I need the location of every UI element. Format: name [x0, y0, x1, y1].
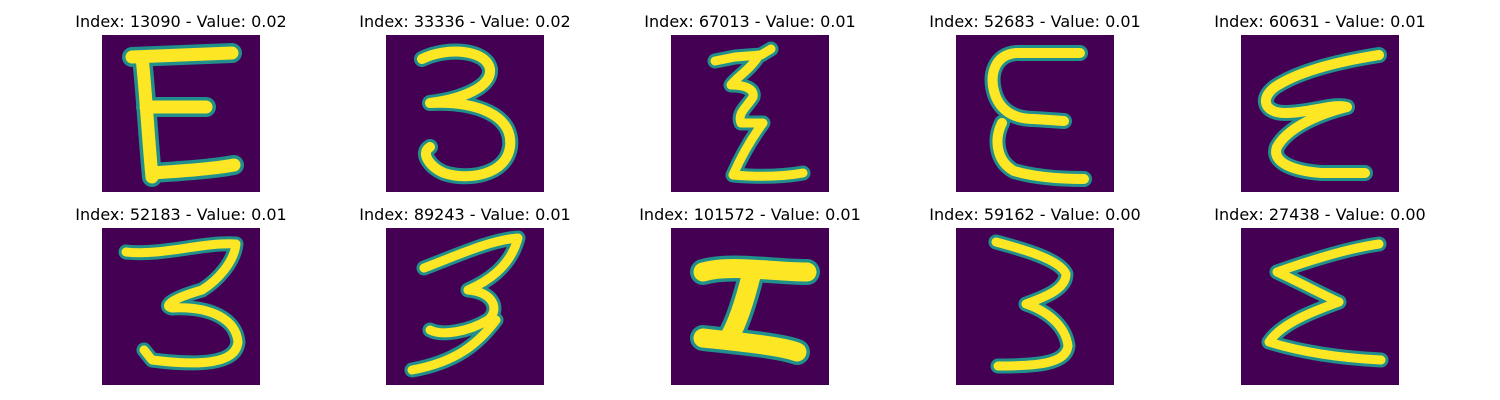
panel-title: Index: 60631 - Value: 0.01	[1214, 12, 1426, 31]
panel-title: Index: 27438 - Value: 0.00	[1214, 205, 1426, 224]
panel-8: Index: 101572 - Value: 0.01	[608, 202, 892, 385]
digit-image	[1241, 35, 1399, 192]
digit-image	[956, 228, 1114, 385]
panel-title: Index: 52683 - Value: 0.01	[929, 12, 1141, 31]
panel-9: Index: 59162 - Value: 0.00	[893, 202, 1177, 385]
panel-3: Index: 67013 - Value: 0.01	[608, 9, 892, 192]
glyph-drawing	[988, 234, 1076, 374]
panel-5: Index: 60631 - Value: 0.01	[1178, 9, 1462, 192]
digit-image	[102, 228, 260, 385]
digit-image	[102, 35, 260, 192]
panel-title: Index: 52183 - Value: 0.01	[75, 205, 287, 224]
panel-10: Index: 27438 - Value: 0.00	[1178, 202, 1462, 385]
glyph-drawing	[414, 43, 519, 185]
panel-title: Index: 13090 - Value: 0.02	[75, 12, 287, 31]
panel-title: Index: 101572 - Value: 0.01	[639, 205, 861, 224]
panel-title: Index: 89243 - Value: 0.01	[359, 205, 571, 224]
glyph-drawing	[690, 255, 820, 365]
glyph-drawing	[984, 45, 1092, 187]
glyph-drawing	[707, 41, 811, 184]
digit-image	[1241, 228, 1399, 385]
glyph-drawing	[1261, 236, 1389, 368]
digit-image	[386, 35, 544, 192]
panel-title: Index: 59162 - Value: 0.00	[929, 205, 1141, 224]
digit-image	[671, 228, 829, 385]
digit-image	[386, 228, 544, 385]
digit-image	[956, 35, 1114, 192]
panel-1: Index: 13090 - Value: 0.02	[39, 9, 323, 192]
panel-7: Index: 89243 - Value: 0.01	[323, 202, 607, 385]
glyph-drawing	[404, 230, 526, 378]
digit-image	[671, 35, 829, 192]
glyph-drawing	[118, 236, 246, 371]
glyph-drawing	[122, 43, 244, 187]
glyph-drawing	[1257, 47, 1387, 181]
panel-6: Index: 52183 - Value: 0.01	[39, 202, 323, 385]
panel-2: Index: 33336 - Value: 0.02	[323, 9, 607, 192]
panel-title: Index: 67013 - Value: 0.01	[644, 12, 856, 31]
panel-title: Index: 33336 - Value: 0.02	[359, 12, 571, 31]
panel-4: Index: 52683 - Value: 0.01	[893, 9, 1177, 192]
